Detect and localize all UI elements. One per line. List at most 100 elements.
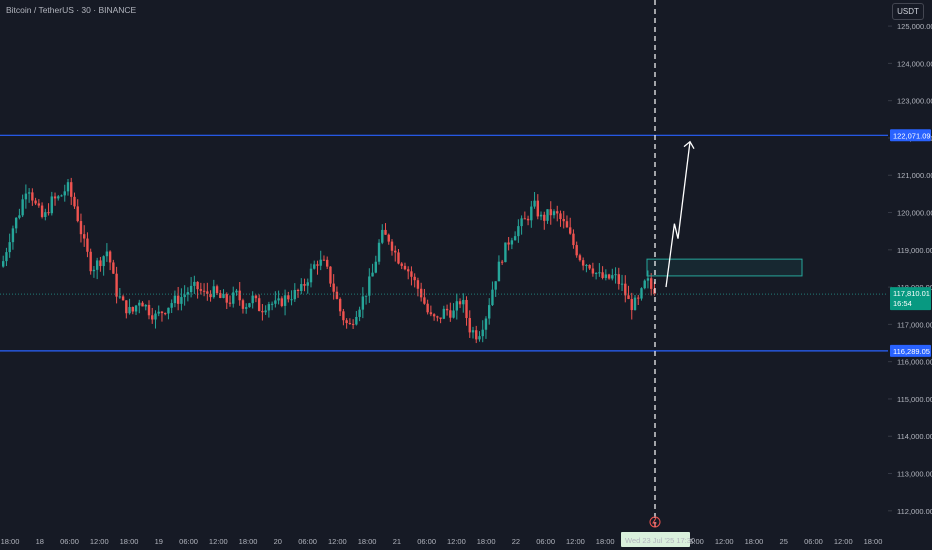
candle-body	[452, 310, 455, 318]
candle-body	[335, 291, 339, 299]
candle-body	[329, 266, 332, 284]
candle-body	[368, 276, 371, 296]
candle-body	[173, 295, 177, 304]
candle-body	[121, 296, 125, 301]
candle-body	[572, 233, 575, 246]
candle-body	[44, 212, 47, 217]
candle-body	[562, 219, 565, 222]
candle-body	[355, 316, 358, 325]
candle-body	[270, 303, 274, 305]
candle-body	[134, 305, 138, 312]
candle-body	[60, 195, 63, 197]
candle-body	[345, 320, 348, 324]
y-tick-label: 116,000.00	[897, 358, 932, 367]
candle-body	[212, 286, 215, 298]
y-tick-label: 120,000.00	[897, 209, 932, 218]
candle-body	[196, 281, 199, 290]
candle-body	[170, 303, 173, 308]
candle-body	[118, 296, 122, 298]
candle-body	[186, 292, 190, 295]
x-tick-label: 21	[393, 537, 401, 546]
arrow-head	[683, 140, 695, 150]
candle-body	[115, 273, 118, 297]
cursor-date-label: Wed 23 Jul '25 17:30	[625, 536, 695, 545]
x-tick-label: 18	[36, 537, 44, 546]
candle-body	[520, 218, 523, 227]
candle-body	[219, 293, 222, 298]
candle-body	[585, 264, 588, 266]
x-tick-label: 12:00	[566, 537, 585, 546]
candle-body	[141, 302, 144, 307]
x-tick-label: 06:00	[536, 537, 555, 546]
candle-body	[536, 200, 539, 217]
candle-body	[342, 311, 345, 321]
candle-body	[199, 289, 203, 291]
candle-body	[245, 307, 248, 309]
candle-body	[381, 229, 384, 243]
candle-body	[300, 284, 303, 292]
level-price-label: 116,289.05	[893, 347, 930, 356]
x-tick-label: 06:00	[60, 537, 79, 546]
candle-body	[303, 284, 306, 286]
candle-body	[89, 251, 92, 272]
candle-body	[215, 286, 219, 294]
lightning-icon	[649, 516, 661, 528]
candle-body	[481, 329, 484, 337]
candle-body	[620, 283, 624, 285]
candle-body	[248, 303, 251, 308]
candle-body	[543, 214, 546, 221]
candle-body	[559, 213, 562, 220]
candle-body	[491, 289, 494, 306]
candle-body	[494, 281, 497, 290]
candle-body	[193, 281, 196, 286]
candle-body	[151, 315, 154, 320]
y-tick-label: 121,000.00	[897, 171, 932, 180]
candle-body	[624, 283, 627, 296]
candle-body	[611, 275, 614, 279]
candle-body	[70, 182, 73, 197]
candle-body	[131, 307, 134, 312]
currency-button[interactable]: USDT	[892, 3, 924, 20]
candle-body	[95, 260, 99, 270]
candle-body	[287, 295, 290, 300]
candle-body	[497, 261, 501, 282]
candle-body	[604, 274, 608, 278]
candle-body	[277, 298, 280, 301]
cursor-date-tag	[621, 532, 690, 547]
candle-body	[189, 285, 193, 293]
target-zone-box	[646, 258, 803, 277]
current-price-tag	[890, 287, 931, 311]
candle-body	[222, 294, 225, 298]
candle-body	[432, 314, 436, 317]
candle-body	[556, 211, 559, 214]
candle-body	[306, 282, 309, 286]
candle-body	[251, 295, 254, 304]
candle-body	[607, 274, 611, 279]
candle-body	[484, 318, 488, 330]
level-price-tag	[890, 344, 931, 357]
candles-group	[2, 177, 656, 344]
candle-body	[581, 260, 585, 266]
candle-body	[5, 252, 8, 262]
candle-body	[79, 221, 83, 235]
symbol-title: Bitcoin / TetherUS · 30 · BINANCE	[6, 5, 137, 15]
y-tick-label: 124,000.00	[897, 59, 932, 68]
candle-body	[99, 260, 102, 267]
candle-body	[445, 308, 449, 311]
x-tick-label: 06:00	[179, 537, 198, 546]
candle-body	[232, 292, 235, 304]
x-tick-label: 12:00	[209, 537, 228, 546]
candle-body	[316, 264, 319, 266]
y-tick-label: 117,000.00	[897, 320, 932, 329]
candle-body	[419, 288, 423, 298]
candle-body	[309, 268, 313, 283]
candle-body	[176, 295, 180, 304]
candle-body	[144, 304, 147, 307]
candle-body	[488, 305, 491, 319]
candle-body	[225, 294, 228, 303]
candle-body	[384, 229, 387, 235]
candle-body	[465, 299, 468, 319]
candle-body	[546, 209, 549, 221]
candle-body	[128, 307, 131, 314]
